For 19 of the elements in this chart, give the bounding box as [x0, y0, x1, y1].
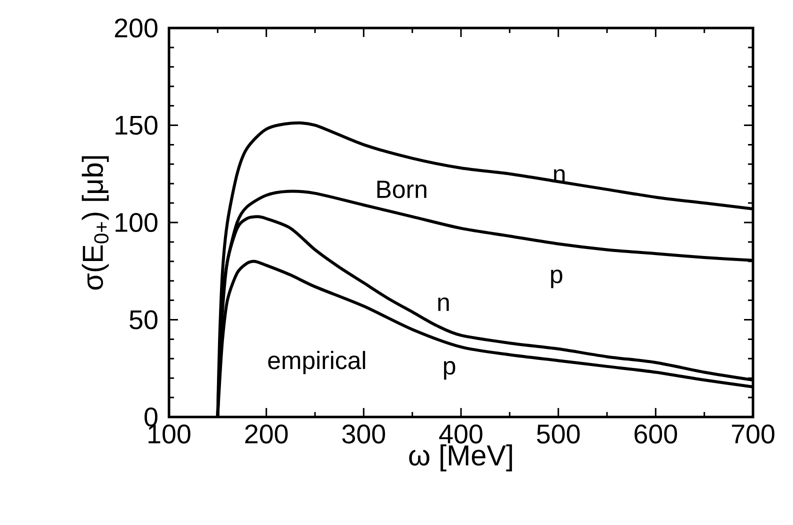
y-tick-label: 0	[144, 407, 158, 427]
annotation: p	[444, 361, 456, 380]
annotation: n	[438, 297, 449, 311]
y-tick-label: 100	[116, 212, 158, 232]
y-tick-label: 150	[116, 116, 158, 135]
y-tick-label: 200	[114, 18, 158, 38]
annotation: empirical	[268, 350, 366, 374]
x-tick-label: 600	[634, 424, 678, 444]
y-tick-label: 50	[130, 310, 158, 330]
y-axis-title: σ(E$_{0+}$) [μb]	[82, 156, 109, 290]
x-tick-label: 100	[148, 424, 190, 444]
x-tick-label: 200	[245, 424, 288, 444]
annotation: p	[551, 270, 562, 288]
x-tick-label: 300	[342, 424, 386, 444]
x-axis-title: ω [MeV]	[409, 444, 512, 472]
annotation: Born	[377, 180, 426, 198]
x-tick-label: 500	[536, 424, 580, 444]
x-tick-label: 400	[439, 424, 482, 444]
x-tick-label: 700	[732, 424, 774, 444]
